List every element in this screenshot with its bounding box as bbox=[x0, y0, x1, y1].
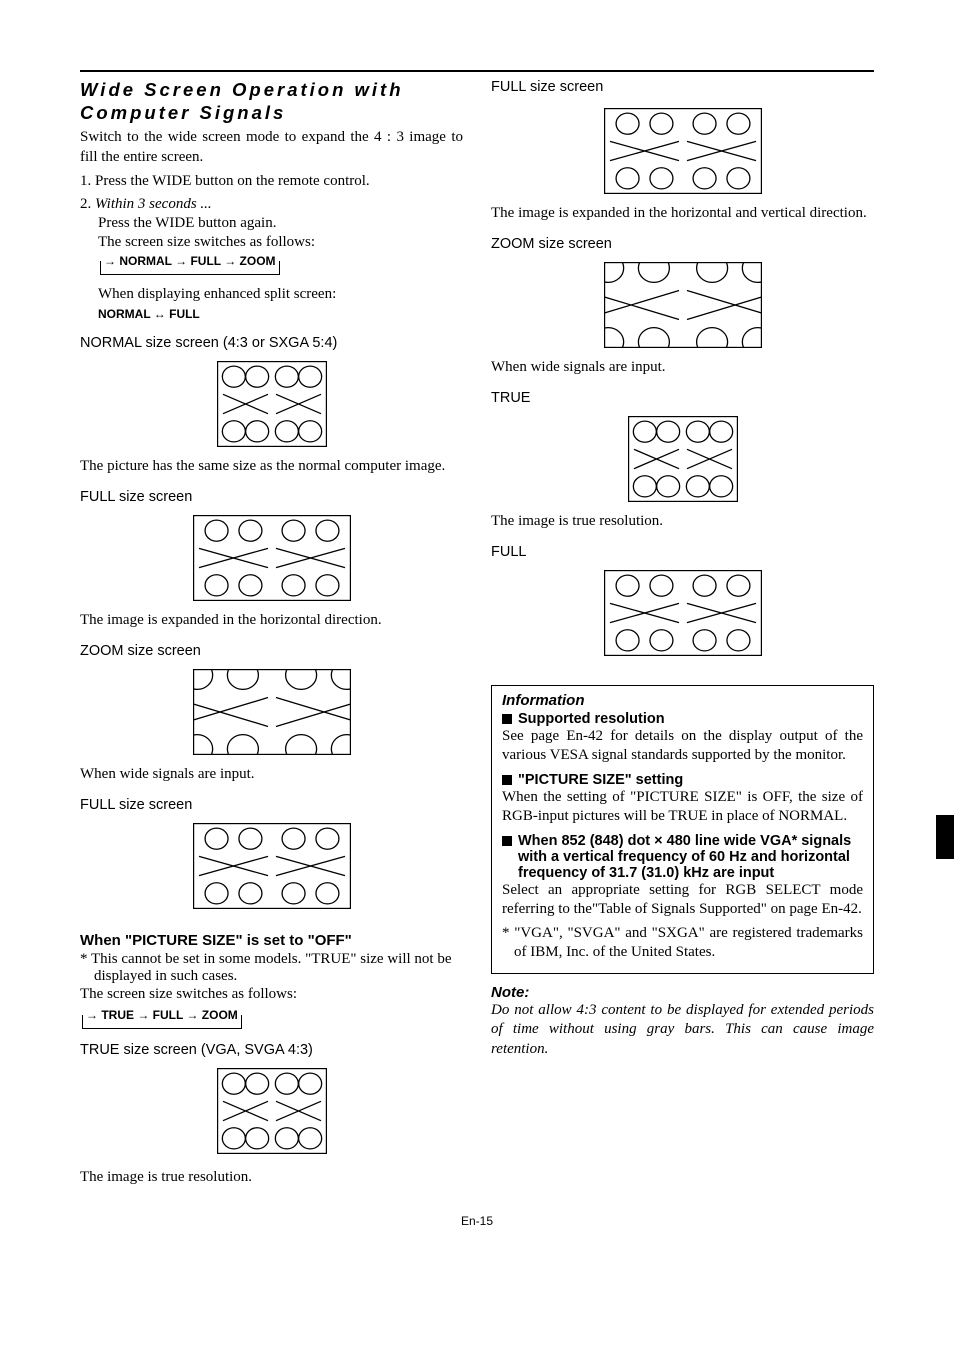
r-full2-diagram bbox=[491, 570, 874, 661]
info-body-2: When the setting of "PICTURE SIZE" is OF… bbox=[502, 788, 863, 827]
page: Wide Screen Operation with Computer Sign… bbox=[0, 0, 954, 1268]
normal-label: NORMAL size screen (4:3 or SXGA 5:4) bbox=[80, 335, 463, 351]
zoom1-caption: When wide signals are input. bbox=[80, 766, 463, 783]
info-body-1: See page En-42 for details on the displa… bbox=[502, 727, 863, 766]
r-zoom-caption: When wide signals are input. bbox=[491, 359, 874, 376]
true1-caption: The image is true resolution. bbox=[80, 1169, 463, 1186]
screen-diagram-svg bbox=[604, 108, 762, 194]
section-title: Wide Screen Operation with Computer Sign… bbox=[80, 78, 463, 124]
step-2a: Press the WIDE button again. bbox=[80, 215, 463, 232]
side-tab bbox=[936, 815, 954, 859]
note-body: Do not allow 4:3 content to be displayed… bbox=[491, 1001, 874, 1060]
off-switch: The screen size switches as follows: bbox=[80, 985, 463, 1005]
step-1: 1. Press the WIDE button on the remote c… bbox=[80, 173, 463, 190]
r-zoom-diagram bbox=[491, 262, 874, 353]
screen-diagram-svg bbox=[604, 570, 762, 656]
r-true-caption: The image is true resolution. bbox=[491, 513, 874, 530]
step-2b: The screen size switches as follows: bbox=[80, 234, 463, 251]
cycle-chain-1: → NORMAL → FULL → ZOOM bbox=[100, 254, 280, 268]
r-full-label: FULL size screen bbox=[491, 78, 874, 98]
full2-label: FULL size screen bbox=[80, 797, 463, 813]
info-title: Information bbox=[502, 692, 863, 709]
full2-diagram bbox=[80, 823, 463, 914]
right-column: FULL size screen The image is expanded i… bbox=[491, 78, 874, 1186]
screen-diagram-svg bbox=[193, 823, 351, 909]
step-2-lead: 2. bbox=[80, 196, 95, 212]
info-sub-2: "PICTURE SIZE" setting bbox=[502, 772, 863, 788]
screen-diagram-svg bbox=[217, 361, 327, 447]
normal-caption: The picture has the same size as the nor… bbox=[80, 458, 463, 475]
full1-diagram bbox=[80, 515, 463, 606]
intro-text: Switch to the wide screen mode to expand… bbox=[80, 128, 463, 167]
step-2-italic: Within 3 seconds ... bbox=[95, 196, 212, 212]
cycle-chain-2: → TRUE → FULL → ZOOM bbox=[82, 1008, 242, 1022]
r-zoom-label: ZOOM size screen bbox=[491, 236, 874, 252]
r-true-diagram bbox=[491, 416, 874, 507]
full1-label: FULL size screen bbox=[80, 489, 463, 505]
screen-diagram-svg bbox=[628, 416, 738, 502]
info-sub-3: When 852 (848) dot × 480 line wide VGA* … bbox=[502, 833, 863, 881]
info-sub-1: Supported resolution bbox=[502, 711, 863, 727]
normal-diagram bbox=[80, 361, 463, 452]
zoom1-diagram bbox=[80, 669, 463, 760]
r-full-diagram bbox=[491, 108, 874, 199]
r-true-label: TRUE bbox=[491, 390, 874, 406]
screen-diagram-svg bbox=[217, 1068, 327, 1154]
off-note: * This cannot be set in some models. "TR… bbox=[80, 951, 463, 985]
page-number: En-15 bbox=[80, 1214, 874, 1228]
true1-diagram bbox=[80, 1068, 463, 1159]
screen-diagram-svg bbox=[193, 669, 351, 755]
top-rule bbox=[80, 70, 874, 72]
split-intro: When displaying enhanced split screen: bbox=[80, 286, 463, 303]
screen-diagram-svg bbox=[604, 262, 762, 348]
info-box: Information Supported resolution See pag… bbox=[491, 685, 874, 974]
note-title: Note: bbox=[491, 984, 874, 1001]
split-chain: NORMAL ↔ FULL bbox=[80, 307, 463, 321]
zoom1-label: ZOOM size screen bbox=[80, 643, 463, 659]
cycle-diagram-2: → TRUE → FULL → ZOOM bbox=[80, 1007, 244, 1023]
info-footnote: * "VGA", "SVGA" and "SXGA" are registere… bbox=[502, 924, 863, 963]
full1-caption: The image is expanded in the horizontal … bbox=[80, 612, 463, 629]
step-2: 2. Within 3 seconds ... bbox=[80, 196, 463, 213]
cycle-diagram-1: → NORMAL → FULL → ZOOM bbox=[98, 253, 282, 269]
r-full2-label: FULL bbox=[491, 544, 874, 560]
off-heading: When "PICTURE SIZE" is set to "OFF" bbox=[80, 932, 463, 949]
info-body-3: Select an appropriate setting for RGB SE… bbox=[502, 881, 863, 920]
true1-label: TRUE size screen (VGA, SVGA 4:3) bbox=[80, 1042, 463, 1058]
left-column: Wide Screen Operation with Computer Sign… bbox=[80, 78, 463, 1186]
screen-diagram-svg bbox=[193, 515, 351, 601]
r-full-caption: The image is expanded in the horizontal … bbox=[491, 205, 874, 222]
